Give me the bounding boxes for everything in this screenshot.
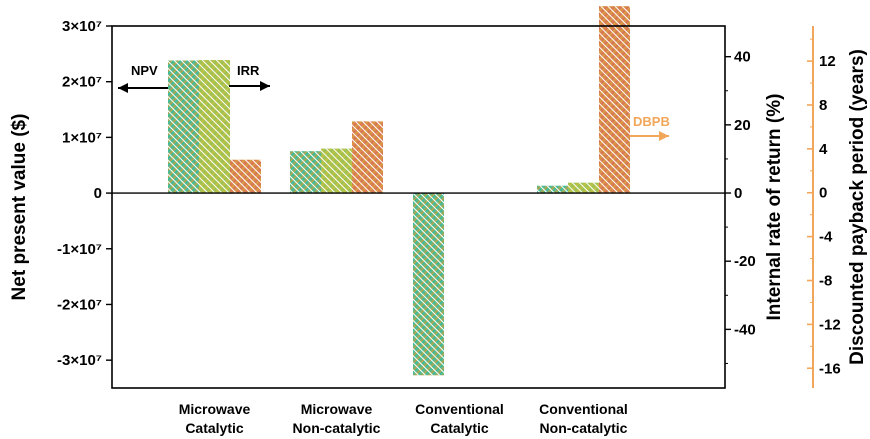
plot-border: [111, 25, 726, 389]
category-label: Catalytic: [185, 420, 244, 436]
category-labels: Microwave Catalytic Microwave Non-catalytic…: [179, 401, 628, 436]
irr-tick-label: 0: [734, 185, 742, 202]
dbpb-bar-hatch: [352, 121, 383, 193]
dbpb-arrow-head: [659, 131, 669, 141]
irr-tick-label: -40: [734, 321, 756, 338]
left-tick-label: -2×10⁷: [57, 296, 102, 313]
axis-titles: Net present value ($) Internal rate of re…: [9, 49, 868, 365]
left-tick-label: 1×10⁷: [62, 129, 102, 146]
irr-arrow-head: [260, 81, 270, 91]
dbpb-bar-hatch: [599, 6, 630, 193]
npv-arrow-head: [118, 83, 128, 93]
category-label: Catalytic: [430, 420, 489, 436]
left-tick-label: 0: [94, 185, 102, 202]
dbpb-tick-label: 8: [819, 97, 827, 114]
irr-axis: 40 20 0 -20 -40: [725, 49, 756, 364]
left-tick-label: -3×10⁷: [57, 352, 102, 369]
left-tick-label: 2×10⁷: [62, 74, 102, 91]
irr-tick-label: -20: [734, 253, 756, 270]
category-label: Conventional: [415, 401, 504, 417]
irr-bar-hatch: [568, 182, 599, 194]
bars-group: [168, 6, 630, 376]
irr-bar-hatch: [321, 148, 352, 194]
plot-frame: [111, 25, 726, 389]
annotations: NPV IRR DBPB: [118, 63, 670, 141]
dbpb-bar-hatch: [230, 159, 261, 193]
irr-annotation: IRR: [237, 63, 260, 78]
irr-axis-title: Internal rate of return (%): [764, 94, 785, 321]
left-tick-label: 3×10⁷: [62, 18, 102, 35]
dbpb-tick-label: -4: [819, 229, 833, 246]
irr-bar-hatch: [199, 60, 230, 194]
npv-bar-hatch: [537, 185, 568, 194]
dbpb-annotation: DBPB: [633, 114, 670, 129]
dbpb-axis-title: Discounted payback period (years): [847, 49, 868, 365]
npv-bar-hatch: [290, 151, 321, 194]
category-label: Microwave: [179, 401, 251, 417]
irr-tick-label: 40: [734, 49, 751, 66]
dbpb-tick-label: -16: [819, 360, 841, 377]
irr-tick-label: 20: [734, 117, 751, 134]
dbpb-tick-label: -8: [819, 272, 832, 289]
dbpb-tick-label: -12: [819, 316, 841, 333]
dbpb-tick-label: 12: [819, 53, 836, 70]
category-label: Microwave: [301, 401, 373, 417]
dbpb-axis: 12 8 4 0 -4 -8 -12 -16: [807, 26, 841, 388]
left-tick-label: -1×10⁷: [57, 241, 102, 258]
category-label: Non-catalytic: [293, 420, 381, 436]
left-axis: 3×10⁷ 2×10⁷ 1×10⁷ 0 -1×10⁷ -2×10⁷ -3×10⁷: [57, 18, 112, 369]
npv-annotation: NPV: [131, 63, 158, 78]
category-label: Non-catalytic: [540, 420, 628, 436]
npv-bar-hatch: [413, 193, 444, 376]
npv-bar-hatch: [168, 60, 199, 194]
category-label: Conventional: [539, 401, 628, 417]
dbpb-tick-label: 4: [819, 141, 828, 158]
dbpb-tick-label: 0: [819, 185, 827, 202]
left-axis-title: Net present value ($): [9, 114, 30, 301]
